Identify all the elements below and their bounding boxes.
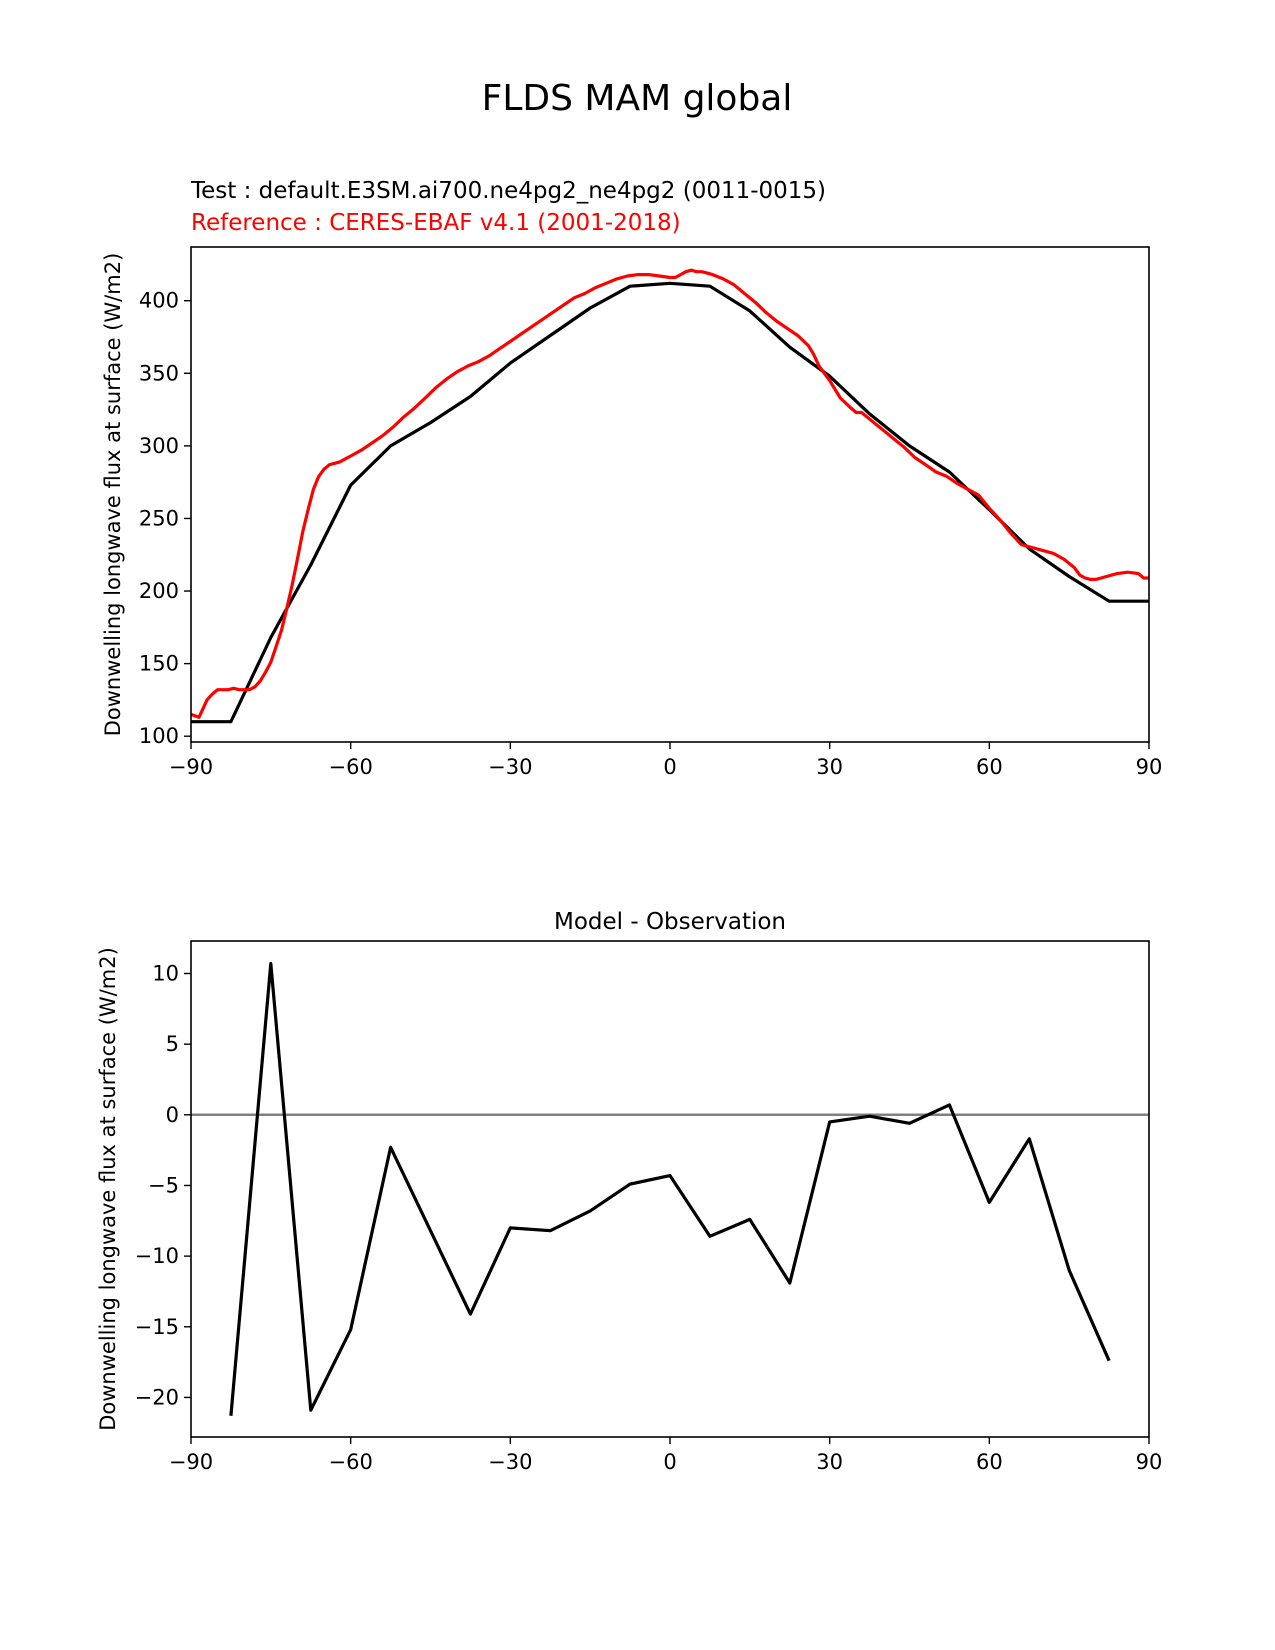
bottom-y-tick-label: 10 (152, 962, 179, 986)
top-y-tick-label: 350 (139, 361, 179, 385)
bottom-x-tick-label: −30 (488, 1450, 532, 1474)
bottom-x-tick-label: 90 (1136, 1450, 1163, 1474)
bottom-y-axis-label: Downwelling longwave flux at surface (W/… (96, 947, 120, 1431)
top-x-tick-label: 60 (976, 755, 1003, 779)
bottom-y-tick-label: 5 (166, 1032, 179, 1056)
top-x-tick-label: 90 (1136, 755, 1163, 779)
bottom-panel-title: Model - Observation (554, 909, 786, 935)
top-x-tick-label: 0 (663, 755, 676, 779)
top-x-tick-label: −30 (488, 755, 532, 779)
top-y-axis-label: Downwelling longwave flux at surface (W/… (101, 253, 125, 737)
test-label: Test : default.E3SM.ai700.ne4pg2_ne4pg2 … (190, 178, 826, 204)
bottom-series-difference-line (229, 961, 1111, 1416)
bottom-x-tick-label: −60 (329, 1450, 373, 1474)
top-y-tick-label: 150 (139, 652, 179, 676)
top-series-test-line (191, 281, 1149, 724)
bottom-y-tick-label: 0 (166, 1103, 179, 1127)
top-axes-frame (190, 246, 1150, 743)
bottom-x-tick-label: 60 (976, 1450, 1003, 1474)
bottom-y-tick-label: −10 (135, 1244, 179, 1268)
top-x-tick-label: −90 (169, 755, 213, 779)
top-y-tick-label: 100 (139, 724, 179, 748)
figure-title: FLDS MAM global (482, 78, 793, 119)
bottom-panel: Model - Observation −90 −60 −30 0 30 60 90 −20 −1… (96, 909, 1162, 1474)
bottom-y-tick-label: −15 (135, 1315, 179, 1339)
top-series-reference-line (191, 268, 1149, 719)
top-panel: −90 −60 −30 0 30 60 90 100 150 200 250 300 350 400 Dow… (101, 246, 1163, 779)
top-x-tick-label: −60 (329, 755, 373, 779)
top-x-tick-label: 30 (816, 755, 843, 779)
bottom-x-tick-label: 30 (816, 1450, 843, 1474)
bottom-x-tick-label: 0 (663, 1450, 676, 1474)
bottom-y-tick-label: −20 (135, 1385, 179, 1409)
top-y-tick-label: 250 (139, 506, 179, 530)
reference-label: Reference : CERES-EBAF v4.1 (2001-2018) (191, 210, 681, 236)
bottom-y-tick-label: −5 (148, 1173, 179, 1197)
top-y-tick-label: 200 (139, 579, 179, 603)
top-y-tick-label: 400 (139, 289, 179, 313)
top-y-tick-label: 300 (139, 434, 179, 458)
bottom-x-tick-label: −90 (169, 1450, 213, 1474)
